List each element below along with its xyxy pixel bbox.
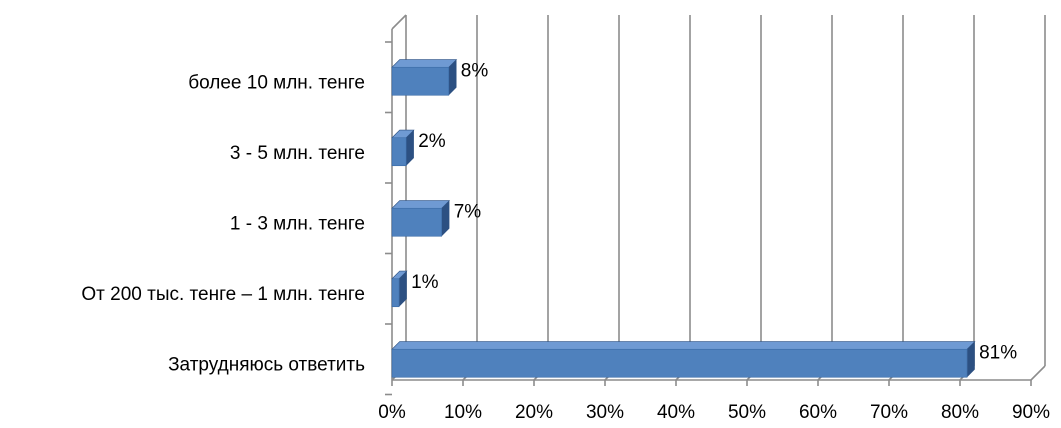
x-tick-label: 50% (728, 402, 766, 423)
x-tick-label: 90% (1012, 402, 1050, 423)
x-tick-label: 80% (941, 402, 979, 423)
x-tick-label: 60% (799, 402, 837, 423)
bar-top (391, 59, 458, 68)
bar (391, 278, 400, 308)
data-label: 81% (979, 342, 1017, 363)
bar-top (391, 200, 451, 209)
bar-top (391, 341, 976, 350)
bar-side (441, 200, 450, 237)
bar-side (406, 130, 414, 166)
category-label: более 10 млн. тенге (188, 72, 365, 93)
x-tick-label: 70% (870, 402, 908, 423)
category-label: 1 - 3 млн. тенге (230, 213, 365, 234)
bar (391, 137, 407, 167)
category-label: Затрудняюсь ответить (168, 354, 365, 375)
x-tick-label: 40% (657, 402, 695, 423)
bar-side (448, 59, 457, 96)
data-label: 1% (411, 272, 439, 293)
floor-gridline (1030, 365, 1046, 381)
data-label: 7% (454, 201, 482, 222)
bar-side (967, 341, 975, 378)
bar (391, 348, 968, 378)
category-label: 3 - 5 млн. тенге (230, 143, 365, 164)
x-tick-label: 20% (515, 402, 553, 423)
data-label: 8% (461, 60, 489, 81)
x-tick-label: 30% (586, 402, 624, 423)
x-tick-label: 0% (378, 402, 406, 423)
bar-side (399, 271, 407, 307)
data-label: 2% (418, 131, 446, 152)
x-tick-label: 10% (444, 402, 482, 423)
category-label: От 200 тыс. тенге – 1 млн. тенге (81, 284, 365, 305)
wall-edge (391, 14, 407, 30)
bar (391, 66, 450, 96)
bar (391, 207, 443, 237)
